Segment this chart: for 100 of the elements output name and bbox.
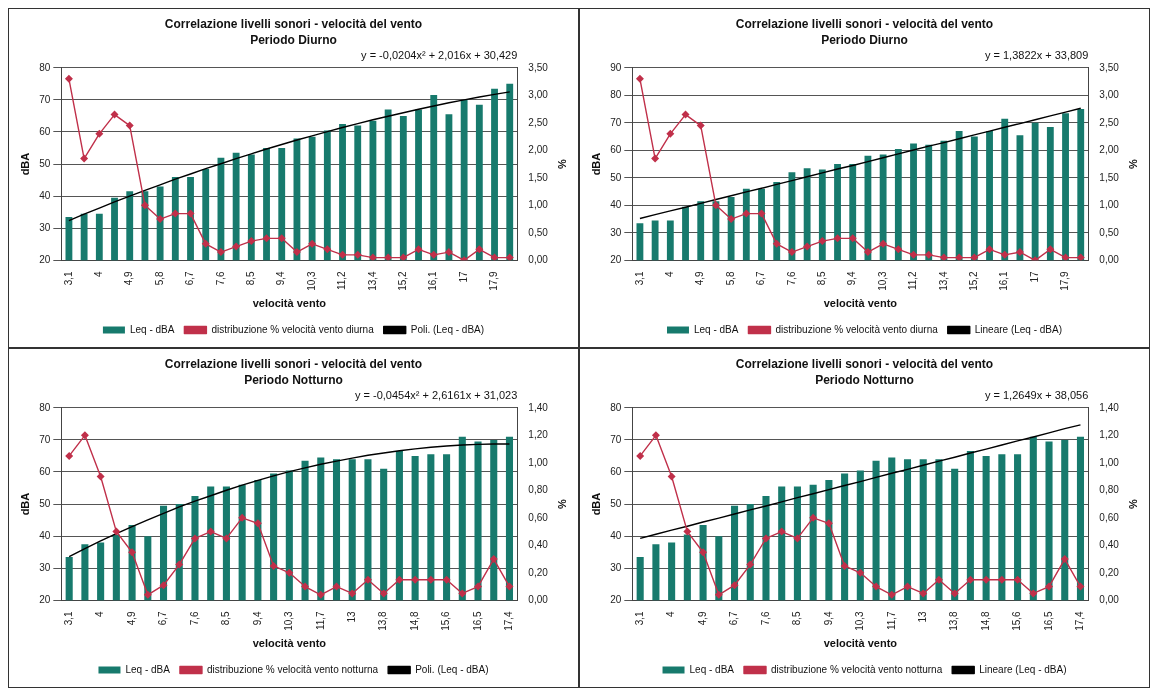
point [202, 240, 210, 248]
x-tick-label: 10,3 [876, 270, 888, 291]
y2-tick-label: 1,00 [1099, 456, 1120, 468]
y2-tick-label: 0,40 [528, 539, 549, 551]
x-tick-label: 15,2 [968, 270, 980, 291]
x-tick-label: 3,1 [62, 270, 74, 286]
point [332, 582, 341, 591]
y2-tick-label: 1,50 [528, 171, 549, 183]
x-tick-label: 3,1 [633, 610, 645, 626]
point [430, 251, 438, 259]
x-tick-label: 6,7 [755, 270, 767, 286]
x-tick-label: 8,5 [816, 270, 828, 286]
chart-title: Correlazione livelli sonori - velocità del vento [735, 16, 994, 31]
x-axis-title: velocità vento [823, 637, 898, 650]
point [323, 245, 332, 254]
y2-tick-label: 3,00 [1099, 89, 1120, 101]
point [840, 562, 849, 570]
x-tick-label: 10,3 [305, 270, 317, 291]
point [191, 534, 199, 543]
x-tick-label: 3,1 [62, 610, 74, 626]
point [699, 548, 707, 556]
y2-tick-label: 0,00 [1099, 594, 1120, 606]
x-tick-label: 4 [94, 610, 106, 617]
x-tick-label: 16,1 [998, 270, 1010, 291]
point [683, 527, 692, 536]
y2-tick-label: 0,20 [1099, 566, 1120, 578]
y2-tick-label: 2,50 [528, 116, 549, 128]
chart-title: Correlazione livelli sonori - velocità del vento [164, 356, 423, 371]
y2-tick-label: 1,00 [1099, 199, 1120, 211]
x-tick-label: 17,9 [488, 270, 500, 291]
legend-label: Leq - dBA [129, 323, 175, 335]
x-tick-label: 11,7 [314, 610, 326, 631]
point [793, 534, 802, 543]
x-tick-label: 6,7 [728, 610, 740, 626]
point [458, 589, 466, 598]
x-axis-title: velocità vento [252, 297, 327, 310]
legend-label: distribuzione % velocità vento notturna [206, 663, 379, 675]
y-tick-label: 50 [610, 171, 622, 183]
point [80, 154, 88, 163]
y2-tick-label: 1,20 [528, 429, 549, 441]
point [636, 75, 644, 83]
point [490, 555, 498, 563]
point [110, 110, 119, 119]
point [384, 253, 392, 261]
point [369, 253, 377, 261]
point [636, 452, 644, 460]
point [849, 234, 857, 243]
y2-tick-label: 1,00 [528, 456, 549, 468]
x-tick-label: 4 [93, 270, 105, 277]
y-tick-label: 30 [39, 562, 51, 573]
point [141, 201, 149, 210]
x-tick-label: 3,1 [633, 270, 645, 286]
point [1061, 555, 1069, 563]
y-tick-label: 70 [39, 93, 51, 105]
y-tick-label: 80 [610, 401, 622, 413]
point [818, 237, 827, 245]
point [65, 452, 73, 460]
point [399, 253, 408, 261]
y2-tick-label: 1,00 [528, 199, 549, 211]
y-tick-label: 40 [610, 529, 622, 541]
y2-tick-label: 3,50 [528, 61, 549, 73]
y-tick-label: 90 [610, 61, 622, 73]
y-tick-label: 40 [39, 189, 51, 201]
point [96, 472, 105, 481]
point [217, 248, 225, 256]
point [1076, 582, 1085, 591]
point [667, 472, 676, 481]
point [970, 253, 979, 261]
x-tick-label: 9,4 [275, 270, 287, 286]
point [262, 234, 271, 243]
y-tick-label: 20 [39, 594, 51, 606]
point [651, 154, 659, 163]
point [652, 431, 660, 440]
y2-tick-label: 0,00 [528, 254, 549, 266]
point [1016, 248, 1024, 256]
point [788, 248, 796, 256]
legend-label: Lineare (Leq - dBA) [974, 323, 1063, 335]
y-tick-label: 60 [610, 144, 622, 156]
y2-axis-title: % [1127, 499, 1140, 510]
y2-tick-label: 0,20 [528, 566, 549, 578]
y2-tick-label: 3,50 [1099, 61, 1120, 73]
point [207, 527, 215, 536]
x-tick-label: 17,9 [1059, 270, 1071, 291]
point [982, 576, 990, 584]
chart-subtitle: Periodo Notturno [815, 372, 914, 387]
y-tick-label: 80 [610, 89, 622, 101]
point [1001, 251, 1009, 259]
point [238, 514, 246, 522]
y2-tick-label: 1,20 [1099, 429, 1120, 441]
y-tick-label: 70 [610, 116, 622, 128]
point [746, 560, 754, 569]
y2-tick-label: 3,00 [528, 89, 549, 101]
y2-tick-label: 2,50 [1099, 116, 1120, 128]
x-tick-label: 16,5 [471, 610, 483, 631]
point [506, 253, 514, 261]
x-tick-label: 7,6 [188, 610, 200, 626]
point [1077, 253, 1085, 261]
y2-tick-label: 1,40 [1099, 401, 1120, 413]
point [1029, 589, 1037, 598]
point [348, 589, 356, 598]
